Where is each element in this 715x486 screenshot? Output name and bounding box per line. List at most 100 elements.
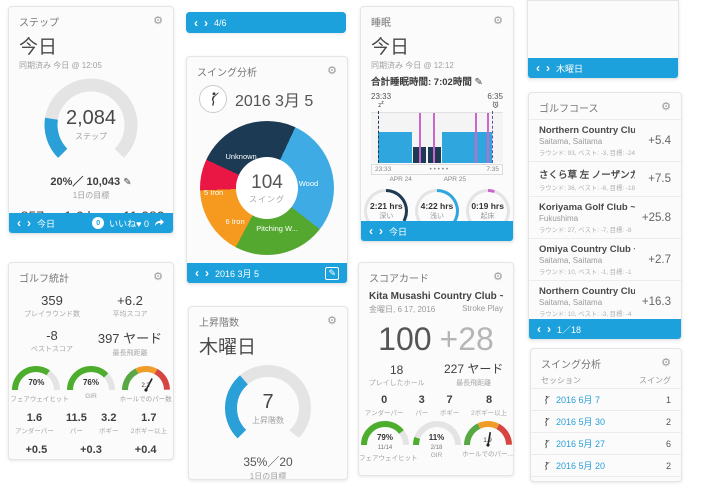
course-list-item[interactable]: Koriyama Golf Club ~ RightFukushima ラウンド:… (529, 197, 681, 239)
swing-session-row[interactable]: 2016 5月 30 2 (531, 410, 681, 432)
prev-button[interactable]: ‹ (369, 224, 373, 238)
axis-start: 23:33 (375, 166, 392, 173)
edit-goal-icon[interactable]: ✎ (123, 177, 132, 188)
next-button[interactable]: › (27, 216, 31, 230)
sleep-start-time: 23:33 (371, 92, 392, 101)
session-link[interactable]: 2016 6月 7 (556, 395, 601, 405)
sleep-bar-light (377, 132, 412, 163)
swing-count-value: 104 (251, 171, 283, 193)
swing-session-row[interactable]: 2016 6月 7 1 (531, 388, 681, 410)
courses-card-footer: ‹ › 1／18 (529, 319, 681, 339)
edit-sleep-icon[interactable]: ✎ (474, 77, 483, 88)
likes-label[interactable]: いいね♥ 0 (109, 218, 149, 229)
scorecard-stats-row: 18 プレイしたホール 227 ヤード 最長飛距離 (359, 360, 513, 388)
fairway-gauge: 70% フェアウェイヒット (10, 366, 69, 403)
course-list-item[interactable]: さくら草 左 ノーザンカントリークラ... ラウンド: 36, ベスト: -6, … (529, 162, 681, 197)
score-summary: 100 +28 (359, 321, 513, 358)
prev-button[interactable]: ‹ (536, 61, 540, 75)
fairway-gauge: 79% 11/14 フェアウェイヒット (359, 421, 418, 462)
date-label: APR 25 (443, 176, 466, 183)
prev-button[interactable]: ‹ (17, 216, 21, 230)
par-label: パー (69, 428, 83, 435)
gir-pct: 76% (82, 378, 99, 387)
par4-value: +0.3 (80, 444, 102, 456)
edit-session-icon[interactable]: ✎ (325, 266, 339, 280)
golfer-icon (545, 395, 550, 404)
best-score-value: -8 (46, 328, 58, 343)
gir-gauge: 11% 2/18 GIR (411, 421, 462, 459)
gear-icon[interactable]: ⚙ (661, 101, 671, 113)
sleep-axis: 23:33 • • • • • 7:35 (371, 164, 503, 175)
gauge-needle (485, 432, 491, 447)
course-meta: ラウンド: 10, ベスト: -1, 目標: -1 (539, 269, 632, 276)
par3-value: +0.5 (25, 444, 48, 456)
course-location: Saitama, Saitama (539, 137, 603, 146)
gir-label: GIR (85, 393, 97, 400)
swing-analysis-card: スイング分析 ⚙ 2016 3月 5 5 Wood Pitching W... … (186, 56, 348, 284)
footer-session-label: 2016 3月 5 (215, 268, 260, 279)
course-location: Fukushima (539, 214, 579, 223)
comments-icon[interactable]: 0 (92, 217, 105, 229)
gear-icon[interactable]: ⚙ (493, 15, 503, 27)
scorecard-card: スコアカード ⚙ Kita Musashi Country Club ~ Kor… (358, 262, 514, 476)
swing-count: 1 (665, 394, 671, 405)
steps-value: 2,084 (65, 106, 117, 129)
gear-icon[interactable]: ⚙ (327, 65, 337, 77)
course-list-item[interactable]: Omiya Country Club ~ Midori ...Saitama, … (529, 239, 681, 281)
swing-session-row[interactable]: 2016 5月 20 2 (531, 454, 681, 476)
swing-session-row[interactable]: 2016 5月 27 6 (531, 432, 681, 454)
course-list-item[interactable]: Northern Country Club Nishik...Saitama, … (529, 281, 681, 323)
prev-button[interactable]: ‹ (194, 15, 198, 30)
session-link[interactable]: 2016 5月 27 (556, 439, 606, 449)
course-meta: ラウンド: 93, ベスト: -3, 目標: -24 (539, 150, 635, 157)
gear-icon[interactable]: ⚙ (153, 271, 163, 283)
footer-period-label: 今日 (389, 226, 408, 237)
gear-icon[interactable]: ⚙ (327, 315, 337, 327)
pager-footer: ‹ › 4/6 (186, 12, 346, 33)
next-button[interactable]: › (205, 266, 209, 280)
fairway-label: フェアウェイヒット (10, 396, 69, 403)
swing-card-footer: ‹ › 2016 3月 5 ✎ (187, 263, 347, 283)
session-link[interactable]: 2016 5月 20 (556, 461, 606, 471)
club-usage-donut: 5 Wood Pitching W... 6 Iron 5 Iron Unkno… (200, 121, 334, 255)
next-button[interactable]: › (204, 15, 208, 30)
course-meta: ラウンド: 27, ベスト: -7, 目標: -8 (539, 227, 632, 234)
alarm-icon (487, 101, 503, 109)
prev-button[interactable]: ‹ (195, 266, 199, 280)
swing-sessions-title: スイング分析 (541, 360, 601, 371)
golfer-icon (545, 461, 550, 470)
session-link[interactable]: 2016 5月 30 (556, 417, 606, 427)
golf-par-type-stats: +0.5パー 3 +0.3パー 4 +0.4パー 5 (9, 444, 173, 459)
sleep-bar-light (442, 132, 493, 163)
par3-label: パー 3 (25, 457, 47, 459)
scorecard-date: 金曜日, 6 17, 2016 (369, 305, 436, 314)
prev-button[interactable]: ‹ (537, 322, 541, 336)
session-date: 2016 3月 5 (235, 93, 314, 110)
swing-session-row[interactable]: 2016 5月 1915 (531, 476, 681, 482)
fairway-pct: 79% (376, 433, 393, 442)
par-label: パー (415, 410, 429, 417)
floors-card-title: 上昇階数 (199, 318, 239, 329)
gear-icon[interactable]: ⚙ (153, 15, 163, 27)
light-sleep-label: 浅い (429, 213, 444, 220)
sleep-card-footer: ‹ › 今日 (361, 221, 513, 241)
bogey-label: ボギー (439, 410, 460, 417)
axis-dots: • • • • • (429, 166, 449, 173)
donut-label: Unknown (225, 151, 257, 161)
awake-label: 起床 (480, 213, 495, 220)
axis-end: 7:35 (486, 166, 499, 173)
light-sleep-value: 4:22 hrs (420, 201, 454, 211)
share-icon[interactable] (154, 218, 165, 229)
session-link[interactable]: 2016 5月 19 (556, 481, 605, 482)
next-button[interactable]: › (379, 224, 383, 238)
steps-card: ステップ ⚙ 今日 同期済み 今日 @ 12:05 2,084 ステップ 20%… (8, 6, 174, 234)
avg-score-value: +6.2 (117, 293, 143, 308)
gear-icon[interactable]: ⚙ (661, 357, 671, 369)
next-button[interactable]: › (546, 61, 550, 75)
page-indicator: 4/6 (214, 17, 227, 28)
next-button[interactable]: › (547, 322, 551, 336)
gear-icon[interactable]: ⚙ (493, 271, 503, 283)
steps-gauge: 2,084 ステップ (35, 73, 147, 172)
course-list-item[interactable]: Northern Country Club Nishik...Saitama, … (529, 120, 681, 162)
